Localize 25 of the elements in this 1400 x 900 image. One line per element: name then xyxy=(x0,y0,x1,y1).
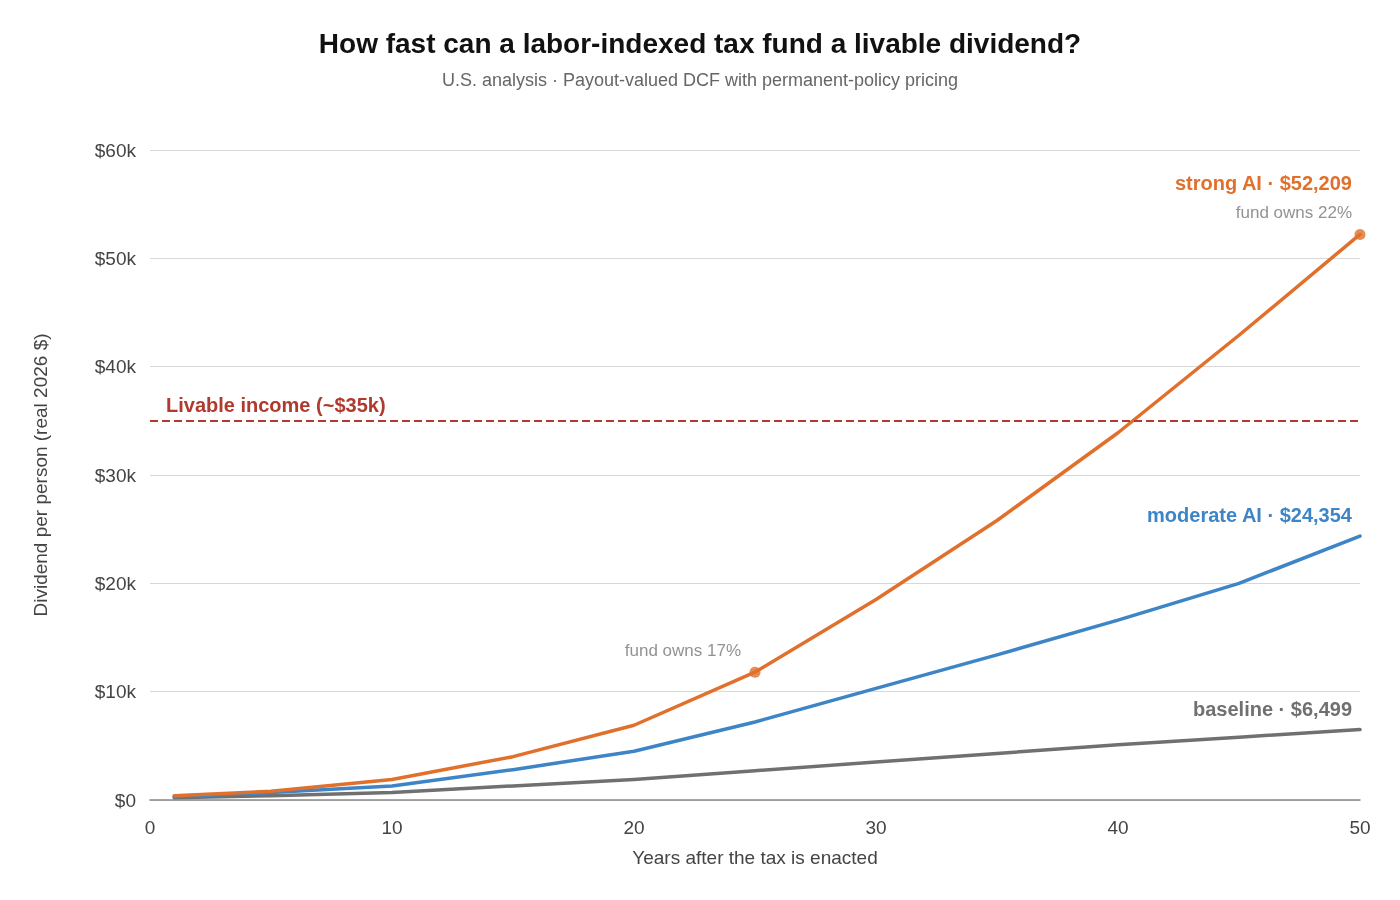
x-tick-label: 50 xyxy=(1349,817,1371,838)
ref-line-label: Livable income (~$35k) xyxy=(166,393,386,416)
x-axis-title: Years after the tax is enacted xyxy=(632,847,878,868)
series-label: moderate AI · $24,354 xyxy=(1147,504,1353,527)
chart-title: How fast can a labor-indexed tax fund a livable dividend? xyxy=(318,27,1082,59)
x-tick-label: 30 xyxy=(865,817,887,838)
y-tick-label: $10k xyxy=(94,681,137,703)
y-tick-label: $30k xyxy=(94,464,137,486)
x-tick-label: 10 xyxy=(381,817,403,838)
x-tick-label: 0 xyxy=(144,817,156,838)
series-label: baseline · $6,499 xyxy=(1193,697,1352,720)
text: strong AI · $52,209 xyxy=(1174,172,1352,195)
chart-subtitle: U.S. analysis · Payout-valued DCF with permanent-policy pricing xyxy=(441,70,959,90)
y-tick-label: $50k xyxy=(94,247,137,269)
line-series xyxy=(172,727,1362,800)
x-tick-label: 20 xyxy=(623,817,645,838)
x-tick-label: 40 xyxy=(1107,817,1129,838)
line-series xyxy=(172,534,1362,799)
y-tick-label: $0 xyxy=(114,789,136,811)
annotation: fund owns 22% xyxy=(1235,203,1352,223)
y-tick-label: $60k xyxy=(94,139,137,161)
y-tick-label: $40k xyxy=(94,356,137,378)
y-tick-label: $20k xyxy=(94,572,137,594)
annotation: fund owns 17% xyxy=(624,641,741,661)
y-axis-title: Dividend per person (real 2026 $) xyxy=(30,333,51,617)
